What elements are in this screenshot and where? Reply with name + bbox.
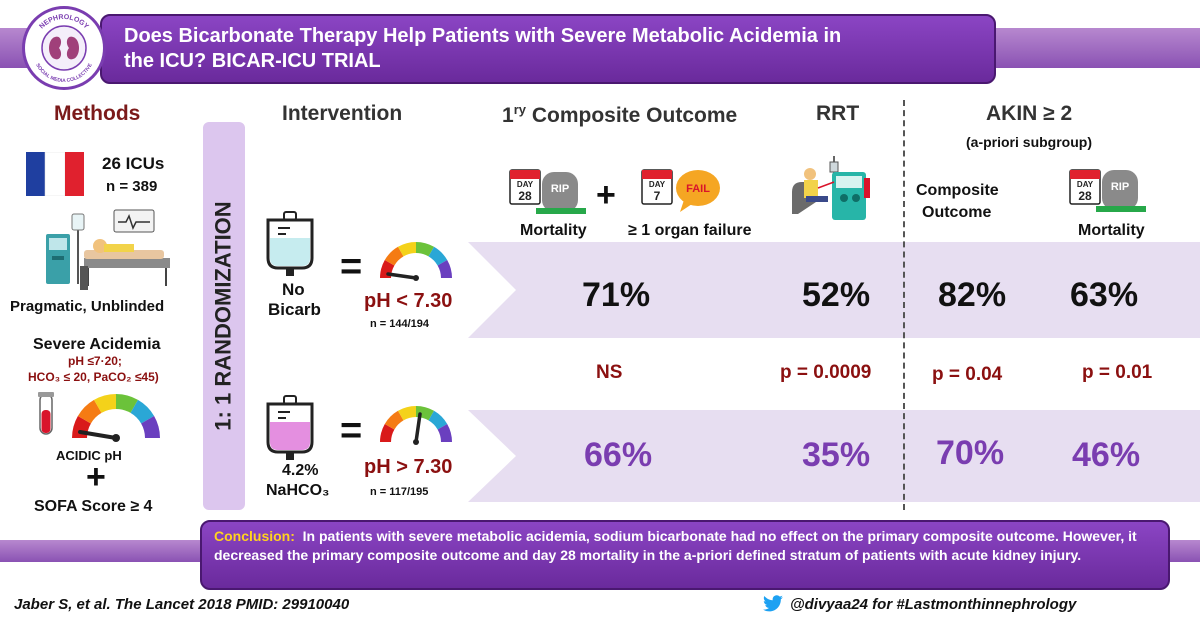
bicarb-composite: 66% bbox=[584, 436, 653, 474]
arm2-label-line2: NaHCO₃ bbox=[266, 482, 330, 499]
trial-design: Pragmatic, Unblinded bbox=[10, 298, 165, 315]
composite-outcome-header: 1ry Composite Outcome bbox=[502, 102, 738, 127]
rrt-header: RRT bbox=[816, 102, 860, 125]
arm2-ph: pH > 7.30 bbox=[364, 456, 453, 478]
arm1-label-line2: Bicarb bbox=[268, 300, 321, 319]
no-bicarb-rrt: 52% bbox=[802, 276, 871, 314]
bicarb-akin-composite: 70% bbox=[936, 434, 1005, 472]
akin-calendar-28-rip-icon: RIP DAY 28 bbox=[1069, 169, 1146, 212]
calendar-7-fail-icon: DAY 7 FAIL bbox=[641, 169, 720, 212]
pvalue-rrt: p = 0.0009 bbox=[780, 362, 872, 383]
akin-composite-line1: Composite bbox=[916, 182, 999, 199]
logo-ring: NEPHROLOGY SOCIAL MEDIA COLLECTIVE bbox=[34, 14, 94, 84]
randomization-bar bbox=[203, 122, 245, 510]
akin-subheader: (a-priori subgroup) bbox=[966, 134, 1092, 150]
akin-header: AKIN ≥ 2 bbox=[986, 102, 1073, 125]
svg-text:RIP: RIP bbox=[1111, 181, 1129, 193]
arm1-ph: pH < 7.30 bbox=[364, 290, 453, 312]
dialysis-icon bbox=[792, 156, 870, 220]
arm2-ph-gauge-icon bbox=[379, 405, 453, 445]
svg-text:DAY: DAY bbox=[517, 180, 534, 189]
criteria-ph: pH ≤7·20; bbox=[68, 354, 122, 368]
randomization-label: 1: 1 RANDOMIZATION bbox=[211, 201, 236, 431]
icu-bed-icon bbox=[46, 209, 170, 290]
icus-count: 26 ICUs bbox=[102, 154, 165, 173]
no-bicarb-akin-composite: 82% bbox=[938, 276, 1007, 314]
svg-text:28: 28 bbox=[518, 189, 532, 203]
intervention-header: Intervention bbox=[282, 102, 403, 125]
pvalue-composite: NS bbox=[596, 362, 623, 383]
title-box: Does Bicarbonate Therapy Help Patients w… bbox=[100, 14, 996, 84]
no-bicarb-akin-mortality: 63% bbox=[1070, 276, 1139, 314]
bicarbonate-bag-icon bbox=[266, 395, 314, 460]
bicarb-rrt: 35% bbox=[802, 436, 871, 474]
conclusion-text: In patients with severe metabolic acidem… bbox=[214, 528, 1137, 563]
rip-text: RIP bbox=[551, 183, 569, 195]
mortality-label: Mortality bbox=[520, 222, 587, 239]
title-line-2: the ICU? BICAR-ICU TRIAL bbox=[124, 50, 381, 72]
pvalue-akin-mortality: p = 0.01 bbox=[1082, 362, 1153, 383]
akin-divider bbox=[903, 100, 905, 510]
acidic-gauge-icon bbox=[38, 392, 160, 442]
twitter-handle: @divyaa24 for #Lastmonthinnephrology bbox=[790, 596, 1077, 613]
fail-text: FAIL bbox=[686, 183, 710, 195]
citation: Jaber S, et al. The Lancet 2018 PMID: 29… bbox=[14, 596, 350, 613]
conclusion-label: Conclusion: bbox=[214, 528, 295, 544]
arm1-label-line1: No bbox=[282, 280, 305, 299]
twitter-icon bbox=[763, 595, 783, 612]
saline-bag-icon bbox=[266, 211, 314, 276]
criteria-title: Severe Acidemia bbox=[33, 336, 161, 353]
conclusion-box: Conclusion: In patients with severe meta… bbox=[200, 520, 1170, 590]
bicarb-akin-mortality: 46% bbox=[1072, 436, 1141, 474]
kidney-icon bbox=[49, 36, 62, 60]
enrolled-n: n = 389 bbox=[106, 178, 158, 195]
arm1-ph-gauge-icon bbox=[379, 241, 453, 281]
arm1-equals: = bbox=[340, 246, 363, 288]
methods-header: Methods bbox=[54, 102, 141, 125]
svg-text:DAY: DAY bbox=[1077, 180, 1094, 189]
calendar-28-rip-icon: RIP DAY 28 bbox=[509, 169, 586, 214]
methods-plus: + bbox=[86, 458, 106, 496]
svg-text:7: 7 bbox=[654, 189, 661, 203]
arm2-n: n = 117/195 bbox=[370, 486, 429, 498]
svg-text:28: 28 bbox=[1078, 189, 1092, 203]
arm2-equals: = bbox=[340, 410, 363, 452]
organ-failure-label: ≥ 1 organ failure bbox=[628, 222, 752, 239]
france-flag-icon bbox=[26, 152, 84, 196]
no-bicarb-composite: 71% bbox=[582, 276, 651, 314]
bicarb-result-band bbox=[468, 410, 1200, 502]
no-bicarb-result-band bbox=[468, 242, 1200, 338]
arm2-label-line1: 4.2% bbox=[282, 462, 319, 479]
akin-mortality-label: Mortality bbox=[1078, 222, 1145, 239]
akin-composite-line2: Outcome bbox=[922, 204, 992, 221]
pvalue-akin-composite: p = 0.04 bbox=[932, 364, 1003, 385]
svg-text:DAY: DAY bbox=[649, 180, 666, 189]
sofa-score: SOFA Score ≥ 4 bbox=[34, 498, 153, 515]
outcome-plus: + bbox=[596, 176, 616, 214]
arm1-n: n = 144/194 bbox=[370, 318, 430, 330]
criteria-hco3: HCO₃ ≤ 20, PaCO₂ ≤45) bbox=[28, 370, 159, 384]
title-line-1: Does Bicarbonate Therapy Help Patients w… bbox=[124, 25, 842, 47]
nephrology-logo: NEPHROLOGY SOCIAL MEDIA COLLECTIVE bbox=[22, 6, 106, 90]
acidic-ph-label: ACIDIC pH bbox=[56, 448, 122, 463]
